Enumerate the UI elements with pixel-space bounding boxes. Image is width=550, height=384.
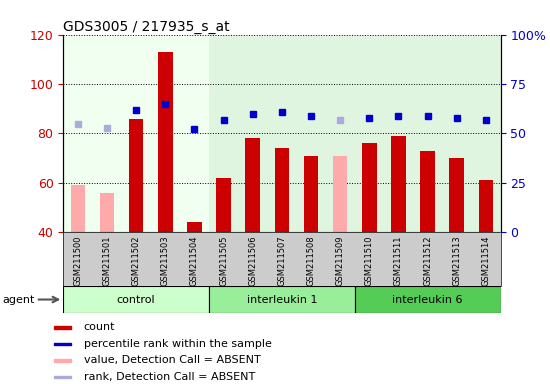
Text: GSM211510: GSM211510 [365, 235, 374, 286]
Bar [158, 52, 173, 232]
Bar [355, 286, 500, 313]
Bar [129, 119, 144, 232]
Text: count: count [84, 322, 115, 332]
Bar [449, 158, 464, 232]
Text: interleukin 6: interleukin 6 [392, 295, 463, 305]
Text: GSM211503: GSM211503 [161, 235, 170, 286]
Bar [420, 151, 435, 232]
Bar [274, 148, 289, 232]
Text: GSM211509: GSM211509 [336, 235, 345, 286]
Text: GSM211513: GSM211513 [452, 235, 461, 286]
Text: percentile rank within the sample: percentile rank within the sample [84, 339, 272, 349]
Text: GSM211512: GSM211512 [423, 235, 432, 286]
Bar [70, 185, 85, 232]
Text: GSM211501: GSM211501 [102, 235, 112, 286]
Bar [209, 35, 355, 232]
Bar [63, 286, 209, 313]
Bar [245, 138, 260, 232]
Bar [304, 156, 318, 232]
Bar [187, 222, 202, 232]
Text: GSM211505: GSM211505 [219, 235, 228, 286]
Bar [391, 136, 406, 232]
Text: control: control [117, 295, 156, 305]
Bar [362, 143, 377, 232]
Bar [216, 178, 231, 232]
Bar [355, 35, 500, 232]
Bar [333, 156, 348, 232]
Bar [54, 359, 71, 362]
Text: rank, Detection Call = ABSENT: rank, Detection Call = ABSENT [84, 372, 255, 382]
Text: value, Detection Call = ABSENT: value, Detection Call = ABSENT [84, 356, 260, 366]
Text: GSM211508: GSM211508 [306, 235, 316, 286]
Bar [478, 180, 493, 232]
Text: interleukin 1: interleukin 1 [246, 295, 317, 305]
Text: GSM211500: GSM211500 [73, 235, 82, 286]
Text: GSM211511: GSM211511 [394, 235, 403, 286]
Bar [54, 343, 71, 345]
Text: GSM211507: GSM211507 [277, 235, 287, 286]
Text: GSM211514: GSM211514 [481, 235, 491, 286]
Text: GDS3005 / 217935_s_at: GDS3005 / 217935_s_at [63, 20, 230, 33]
Bar [54, 326, 71, 329]
Text: GSM211506: GSM211506 [248, 235, 257, 286]
Bar [54, 376, 71, 378]
Text: GSM211504: GSM211504 [190, 235, 199, 286]
Bar [209, 286, 355, 313]
Text: GSM211502: GSM211502 [131, 235, 141, 286]
Bar [100, 193, 114, 232]
Bar [63, 35, 209, 232]
Text: agent: agent [3, 295, 35, 305]
